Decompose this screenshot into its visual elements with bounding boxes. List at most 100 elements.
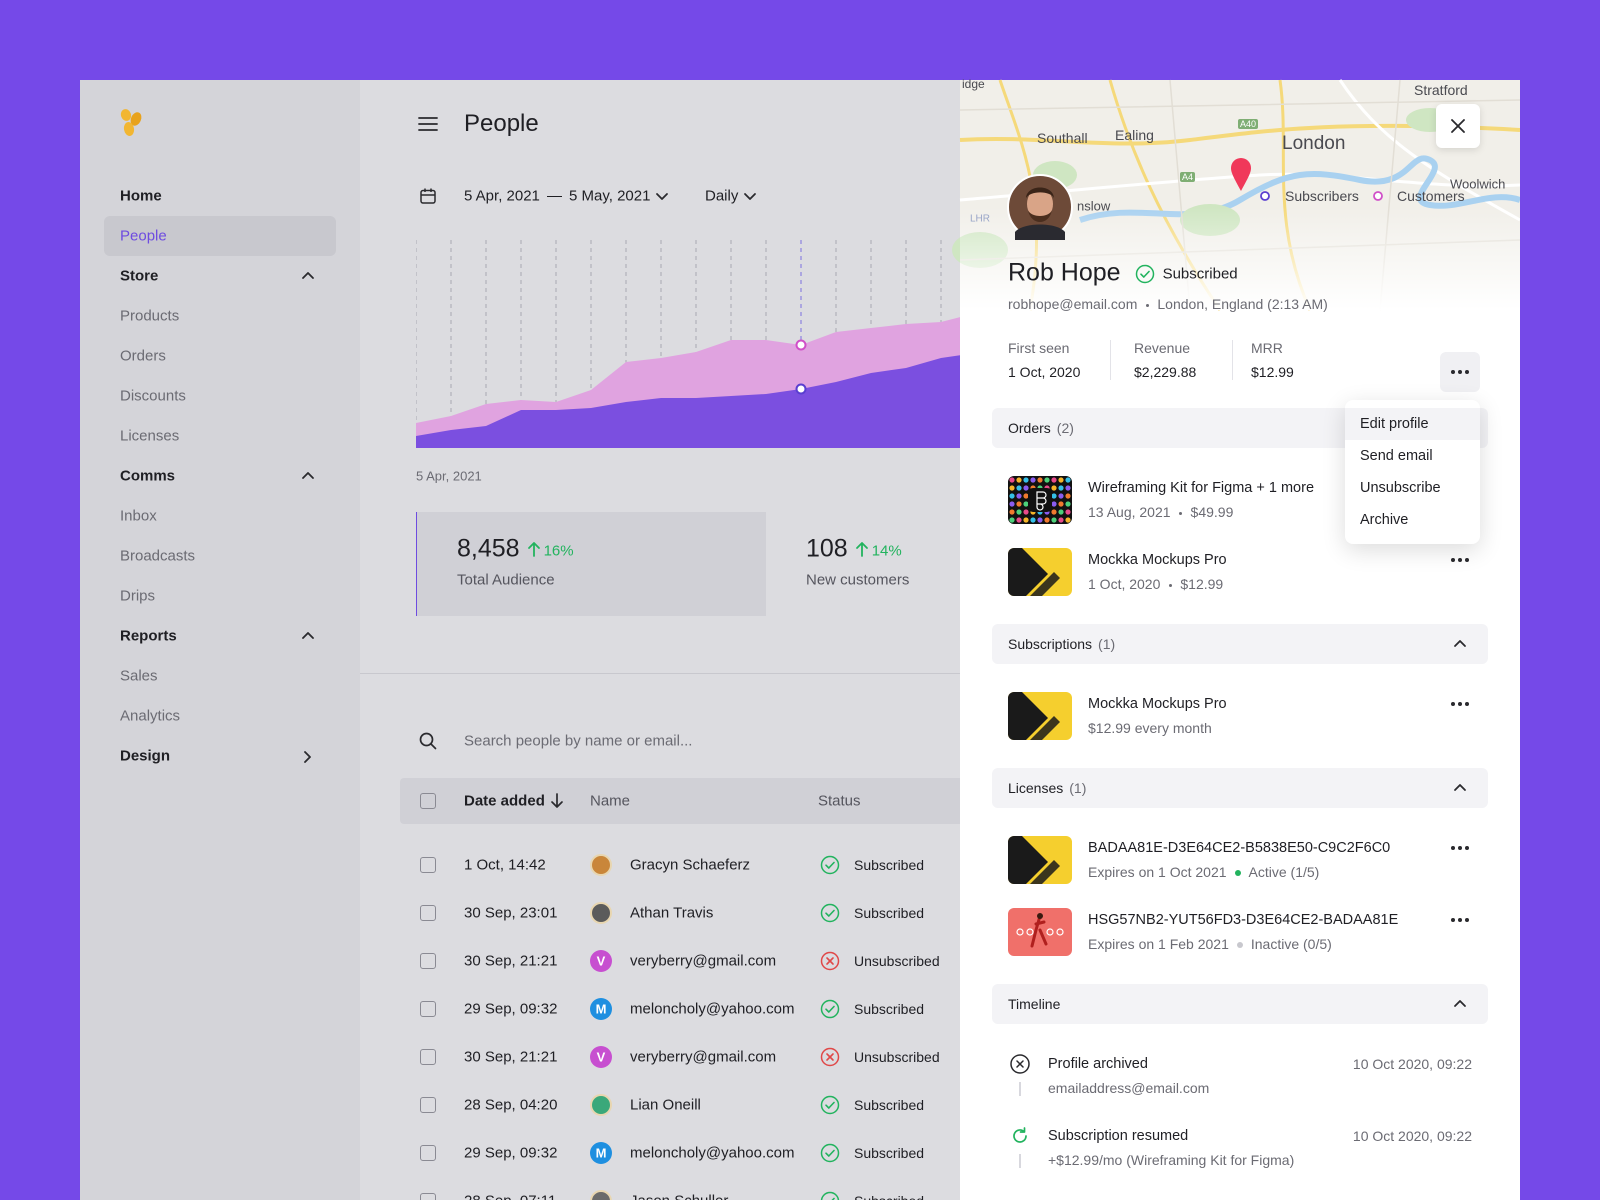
order-title[interactable]: Wireframing Kit for Figma + 1 more <box>1088 480 1315 496</box>
more-button[interactable] <box>1450 845 1470 851</box>
search-icon-part <box>430 743 437 750</box>
search-input[interactable]: Search people by name or email... <box>464 732 693 750</box>
status-icon-part <box>820 1047 840 1067</box>
product-thumbnail-part <box>1016 501 1022 507</box>
nav-item[interactable]: Orders <box>120 347 166 365</box>
nav-item[interactable]: Design <box>120 747 171 765</box>
close-icon <box>1451 119 1465 133</box>
divider <box>360 673 960 674</box>
checkbox[interactable] <box>420 953 436 969</box>
product-thumbnail-part <box>1046 928 1054 936</box>
product-thumbnail-part <box>1065 509 1071 515</box>
section-header[interactable] <box>992 984 1488 1024</box>
more-button[interactable] <box>1450 557 1470 563</box>
menu-item[interactable]: Archive <box>1360 512 1409 528</box>
menu-item[interactable]: Edit profile <box>1360 416 1429 432</box>
logo <box>120 109 142 136</box>
checkbox[interactable] <box>420 857 436 873</box>
checkbox[interactable] <box>420 1193 436 1200</box>
order-title[interactable]: Mockka Mockups Pro <box>1088 552 1227 568</box>
checkbox[interactable] <box>420 1145 436 1161</box>
timeline-detail: emailaddress@email.com <box>1048 1080 1210 1096</box>
nav-item[interactable]: Comms <box>120 467 176 485</box>
cell-status: Subscribed <box>854 857 925 873</box>
nav-item[interactable]: Reports <box>120 627 177 645</box>
nav-item[interactable]: Inbox <box>120 507 157 525</box>
menu-item[interactable]: Send email <box>1360 448 1433 464</box>
chevron[interactable] <box>300 469 316 483</box>
date-end[interactable]: 5 May, 2021 <box>569 187 651 205</box>
chevron[interactable] <box>742 189 758 203</box>
cell-name[interactable]: meloncholy@yahoo.com <box>630 1000 795 1018</box>
cell-name[interactable]: Lian Oneill <box>630 1096 701 1114</box>
chevron[interactable] <box>1452 781 1468 795</box>
product-thumbnail-part <box>1016 509 1022 515</box>
product-thumbnail-part <box>1023 501 1029 507</box>
menu-item[interactable]: Unsubscribe <box>1360 480 1441 496</box>
product-thumbnail-part <box>1023 517 1029 523</box>
legend-marker <box>1373 191 1383 201</box>
nav-item[interactable]: Products <box>120 307 180 325</box>
product-thumbnail-part <box>1016 928 1024 936</box>
checkbox[interactable] <box>420 1049 436 1065</box>
nav-item[interactable]: Drips <box>120 587 156 605</box>
status-icon <box>820 951 840 971</box>
status-icon <box>820 903 840 923</box>
chevron[interactable] <box>300 749 316 763</box>
more-button-part <box>1465 370 1469 374</box>
nav-item[interactable]: People <box>120 227 167 245</box>
chevron[interactable] <box>300 269 316 283</box>
cell-name[interactable]: Athan Travis <box>630 904 714 922</box>
product-thumbnail-part <box>1009 517 1015 523</box>
nav-item[interactable]: Licenses <box>120 427 180 445</box>
checkbox[interactable] <box>420 793 436 809</box>
stat-label: Total Audience <box>457 571 555 589</box>
map-label: Woolwich <box>1450 176 1506 192</box>
nav-item[interactable]: Broadcasts <box>120 547 196 565</box>
cell-status: Subscribed <box>854 1097 925 1113</box>
product-thumbnail-part <box>1044 477 1050 483</box>
cell-name[interactable]: Gracyn Schaeferz <box>630 856 751 874</box>
interval-select[interactable]: Daily <box>705 187 739 205</box>
nav-item[interactable]: Sales <box>120 667 158 685</box>
column-header[interactable]: Date added <box>464 792 545 810</box>
chevron-part <box>302 632 314 639</box>
product-thumbnail-part <box>1016 493 1022 499</box>
nav-item[interactable]: Home <box>120 187 162 205</box>
nav-item[interactable]: Discounts <box>120 387 186 405</box>
cell-date: 28 Sep, 04:20 <box>464 1096 558 1114</box>
cell-name[interactable]: meloncholy@yahoo.com <box>630 1144 795 1162</box>
more-button[interactable] <box>1450 369 1470 375</box>
more-button[interactable] <box>1450 917 1470 923</box>
more-button[interactable] <box>1450 701 1470 707</box>
product-thumbnail-part <box>1036 491 1047 511</box>
separator-dot <box>1179 511 1183 515</box>
main-area <box>360 80 960 1200</box>
order-price: $12.99 <box>1180 576 1224 592</box>
date-start[interactable]: 5 Apr, 2021 <box>464 187 540 205</box>
nav-item[interactable]: Analytics <box>120 707 181 725</box>
cell-name[interactable]: Jason Schuller <box>630 1193 728 1200</box>
cell-name[interactable]: veryberry@gmail.com <box>630 952 777 970</box>
nav-item[interactable]: Store <box>120 267 159 285</box>
calendar-icon-part <box>420 189 436 204</box>
chevron[interactable] <box>1452 637 1468 651</box>
cell-name[interactable]: veryberry@gmail.com <box>630 1048 777 1066</box>
checkbox[interactable] <box>420 1097 436 1113</box>
column-header: Status <box>818 792 861 810</box>
product-thumbnail-part <box>1016 485 1022 491</box>
chevron[interactable] <box>654 189 670 203</box>
product-thumbnail-part <box>1009 485 1015 491</box>
section-header[interactable] <box>992 768 1488 808</box>
product-thumbnail-part <box>1058 509 1064 515</box>
menu-button[interactable] <box>418 116 438 132</box>
section-header[interactable] <box>992 624 1488 664</box>
checkbox[interactable] <box>420 1001 436 1017</box>
chevron[interactable] <box>1452 997 1468 1011</box>
chevron[interactable] <box>300 629 316 643</box>
checkbox[interactable] <box>420 905 436 921</box>
avatar <box>590 1142 612 1164</box>
more-button-part <box>1458 846 1462 850</box>
status-icon-part <box>820 1143 840 1163</box>
product-thumbnail-part <box>1065 517 1071 523</box>
